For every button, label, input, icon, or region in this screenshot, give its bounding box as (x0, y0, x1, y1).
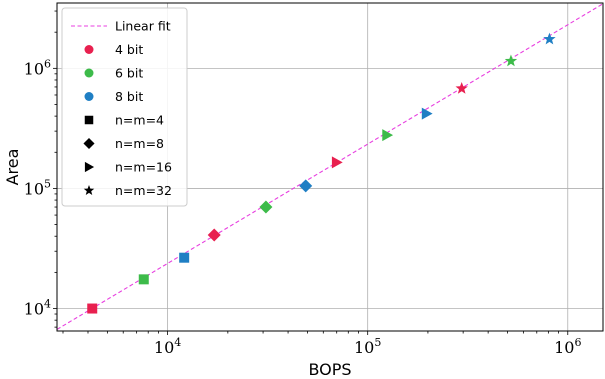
plot-frame (56, 2, 604, 332)
legend-label: n=m=16 (115, 160, 172, 175)
x-tick-label: 106 (554, 336, 581, 357)
legend-label: n=m=32 (115, 183, 172, 198)
legend-label: 8 bit (115, 89, 143, 104)
legend-label: n=m=4 (115, 113, 164, 128)
legend: Linear fit 4 bit 6 bit 8 bit n=m=4 n=m=8 n=m=1… (61, 7, 188, 207)
legend-handle-color (84, 92, 94, 101)
data-point (421, 107, 433, 120)
legend-box (61, 7, 188, 207)
y-axis-label: Area (3, 149, 22, 186)
data-point (382, 129, 394, 142)
legend-handle-color (84, 45, 94, 54)
data-point (207, 228, 221, 242)
data-point (331, 156, 343, 169)
data-points (87, 32, 556, 314)
legend-label: Linear fit (115, 19, 171, 34)
legend-label: n=m=8 (115, 136, 164, 151)
y-tick-label: 105 (24, 177, 51, 198)
data-point (138, 274, 149, 285)
data-point (299, 179, 313, 193)
x-tick-label: 104 (154, 336, 181, 357)
data-point (259, 200, 273, 214)
data-point (87, 303, 98, 314)
data-point (543, 32, 556, 45)
x-tick-label: 105 (354, 336, 381, 357)
y-tick-label: 106 (24, 57, 51, 78)
x-axis-label: BOPS (308, 360, 351, 379)
legend-handle-color (84, 68, 94, 78)
legend-handle-marker (83, 137, 95, 150)
axis-ticks: 104 105 106 104 105 106 (24, 10, 581, 357)
data-point (179, 252, 190, 263)
legend-handle-marker (83, 184, 95, 195)
data-point (455, 81, 468, 94)
data-point (504, 54, 518, 67)
legend-label: 6 bit (115, 66, 143, 81)
y-tick-label: 104 (24, 298, 51, 319)
legend-label: 4 bit (115, 42, 143, 57)
legend-handle-marker (84, 161, 95, 173)
legend-handle-marker (84, 115, 94, 125)
